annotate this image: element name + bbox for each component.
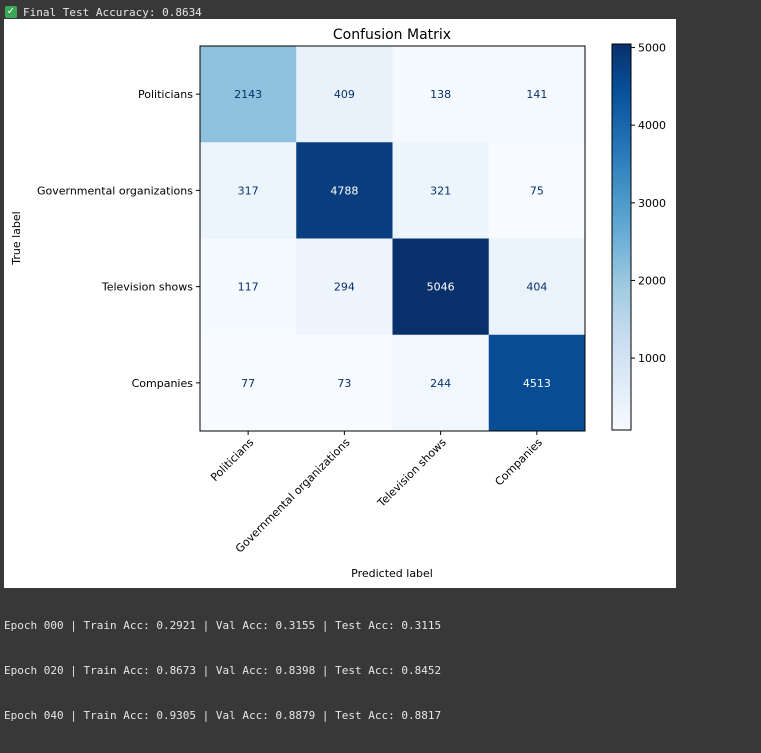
colorbar-tick-label: 5000 xyxy=(638,42,666,55)
x-tick-label: Television shows xyxy=(374,436,449,511)
y-tick-label: Companies xyxy=(132,377,194,390)
log-line: Epoch 000 | Train Acc: 0.2921 | Val Acc:… xyxy=(4,619,442,632)
heatmap-cell xyxy=(488,142,586,239)
heatmap-cell xyxy=(392,46,490,143)
y-tick-labels: Politicians Governmental organizations Tel… xyxy=(37,88,200,390)
x-axis-label: Predicted label xyxy=(351,567,433,580)
final-accuracy-line: ✓ Final Test Accuracy: 0.8634 xyxy=(5,5,202,19)
colorbar xyxy=(611,43,632,431)
y-tick-label: Governmental organizations xyxy=(37,184,193,197)
cell-value-label: 404 xyxy=(526,281,547,294)
x-tick-label: Companies xyxy=(492,436,545,489)
colorbar-tick-label: 2000 xyxy=(638,274,666,287)
heatmap-cell xyxy=(392,142,490,239)
cell-value-label: 75 xyxy=(530,184,544,197)
heatmap-cell xyxy=(296,238,393,336)
cell-value-label: 321 xyxy=(430,184,451,197)
final-accuracy-text: Final Test Accuracy: 0.8634 xyxy=(23,5,202,19)
cell-value-label: 317 xyxy=(238,184,259,197)
heatmap-cell xyxy=(200,238,297,336)
colorbar-tick-label: 4000 xyxy=(638,119,666,132)
heatmap-cell xyxy=(200,142,297,239)
training-log: Epoch 000 | Train Acc: 0.2921 | Val Acc:… xyxy=(4,588,441,753)
cell-value-label: 77 xyxy=(241,377,255,390)
heatmap-cell xyxy=(200,46,297,143)
colorbar-tick-label: 1000 xyxy=(638,352,666,365)
x-tick-label: Politicians xyxy=(208,436,256,484)
chart-title: Confusion Matrix xyxy=(333,27,451,43)
heatmap-cell xyxy=(392,238,490,336)
heatmap-cells: 2143 409 138 141 317 4788 321 75 117 294 5046 404 77… xyxy=(200,46,586,432)
confusion-matrix-svg: Confusion Matrix 2143 409 138 141 317 4788 321… xyxy=(10,27,666,580)
cell-value-label: 5046 xyxy=(427,281,455,294)
heatmap-cell xyxy=(296,334,393,432)
cell-value-label: 2143 xyxy=(234,88,262,101)
notebook-output: ✓ Final Test Accuracy: 0.8634 Confusion … xyxy=(4,5,676,722)
log-line: Epoch 020 | Train Acc: 0.8673 | Val Acc:… xyxy=(4,664,442,677)
log-line: Epoch 040 | Train Acc: 0.9305 | Val Acc:… xyxy=(4,709,442,722)
heatmap-cell xyxy=(392,334,490,432)
confusion-matrix-figure: Confusion Matrix 2143 409 138 141 317 4788 321… xyxy=(4,19,676,588)
cell-value-label: 117 xyxy=(238,281,259,294)
heatmap-cell xyxy=(296,46,393,143)
cell-value-label: 244 xyxy=(430,377,451,390)
heatmap-cell xyxy=(488,46,586,143)
y-tick-label: Television shows xyxy=(101,281,193,294)
cell-value-label: 4788 xyxy=(330,184,358,197)
check-icon: ✓ xyxy=(5,6,17,18)
cell-value-label: 409 xyxy=(334,88,355,101)
y-axis-label: True label xyxy=(10,211,23,265)
heatmap-cell xyxy=(200,334,297,432)
heatmap-cell xyxy=(488,334,586,432)
cell-value-label: 138 xyxy=(430,88,451,101)
y-tick-label: Politicians xyxy=(138,88,193,101)
heatmap-cell xyxy=(488,238,586,336)
colorbar-ticks: 1000 2000 3000 4000 5000 xyxy=(631,42,666,365)
cell-value-label: 73 xyxy=(337,377,351,390)
cell-value-label: 294 xyxy=(334,281,355,294)
x-tick-label: Governmental organizations xyxy=(233,436,353,556)
heatmap-cell xyxy=(296,142,393,239)
cell-value-label: 141 xyxy=(526,88,547,101)
cell-value-label: 4513 xyxy=(523,377,551,390)
matrix-frame xyxy=(199,45,586,432)
colorbar-tick-label: 3000 xyxy=(638,197,666,210)
